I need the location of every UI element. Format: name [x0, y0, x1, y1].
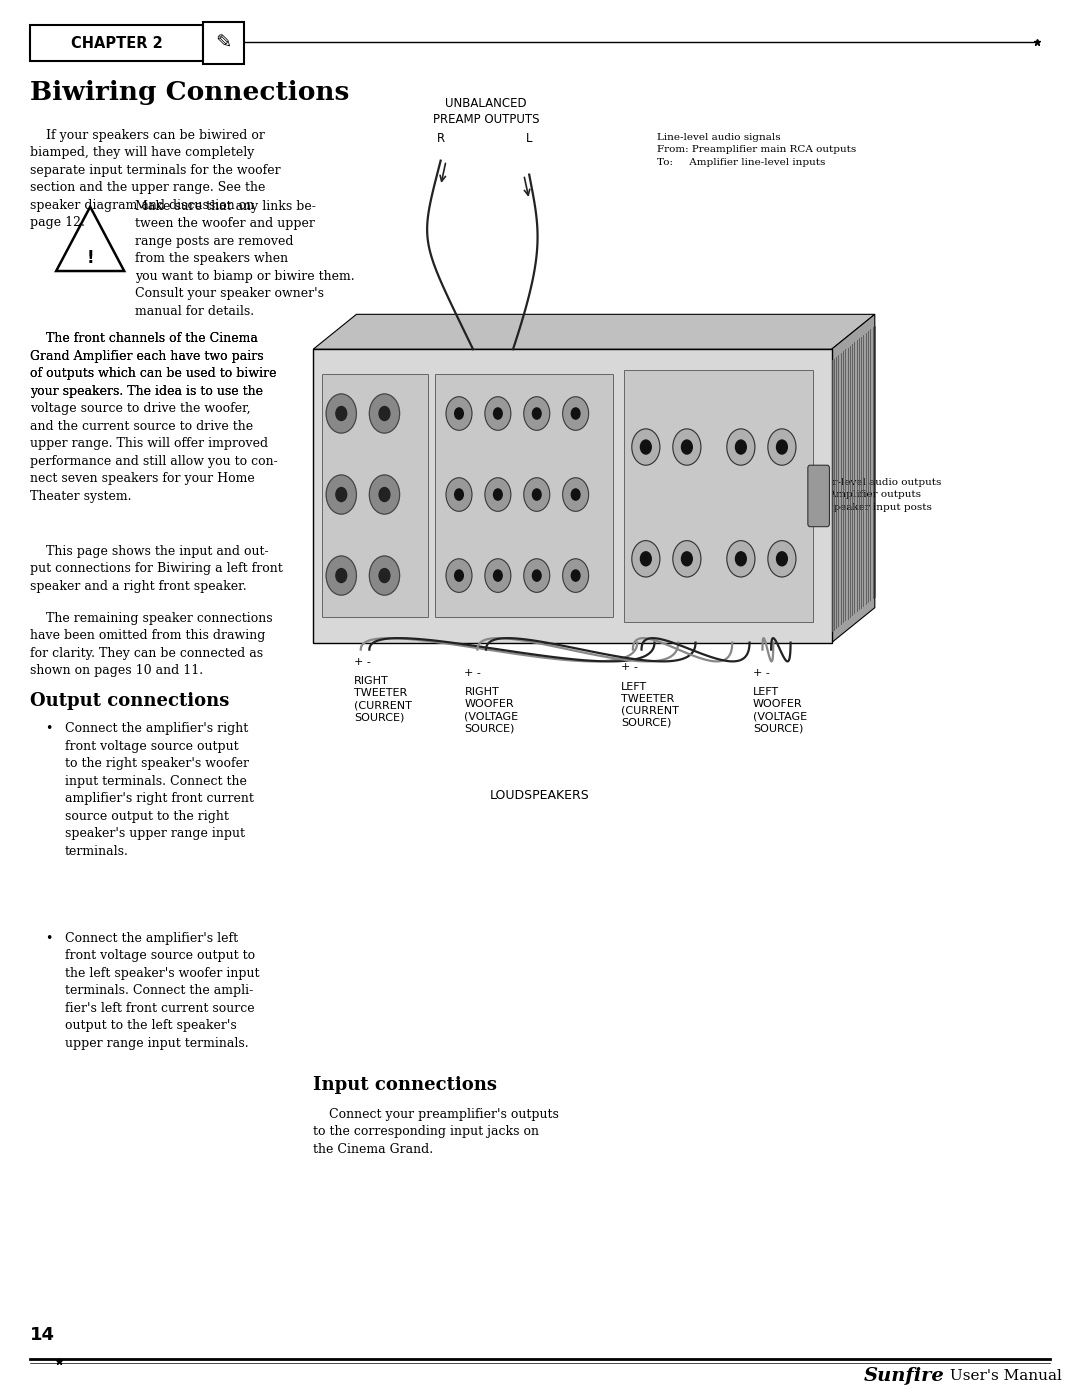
Text: This page shows the input and out-
put connections for Biwiring a left front
spe: This page shows the input and out- put c… [30, 545, 283, 592]
Circle shape [369, 556, 400, 595]
Circle shape [485, 397, 511, 430]
Text: R: R [436, 133, 445, 145]
Text: User's Manual: User's Manual [945, 1369, 1062, 1383]
Text: ✎: ✎ [215, 34, 232, 53]
Text: + -: + - [354, 657, 372, 666]
Circle shape [681, 552, 692, 566]
Text: Speaker-level audio outputs
From: Amplifier outputs
To:     Speaker input posts: Speaker-level audio outputs From: Amplif… [794, 478, 941, 511]
Text: 14: 14 [30, 1326, 55, 1344]
Circle shape [640, 440, 651, 454]
Circle shape [446, 559, 472, 592]
Circle shape [494, 408, 502, 419]
Text: LOUDSPEAKERS: LOUDSPEAKERS [490, 789, 590, 802]
Text: Make sure that any links be-
tween the woofer and upper
range posts are removed
: Make sure that any links be- tween the w… [135, 200, 354, 317]
FancyBboxPatch shape [313, 349, 832, 643]
Circle shape [532, 489, 541, 500]
Text: LEFT
TWEETER
(CURRENT
SOURCE): LEFT TWEETER (CURRENT SOURCE) [621, 682, 679, 728]
Circle shape [455, 570, 463, 581]
Circle shape [455, 408, 463, 419]
FancyBboxPatch shape [624, 370, 813, 622]
Circle shape [336, 488, 347, 502]
Circle shape [632, 541, 660, 577]
Circle shape [640, 552, 651, 566]
Circle shape [571, 570, 580, 581]
Polygon shape [832, 314, 875, 643]
Circle shape [673, 429, 701, 465]
Circle shape [369, 475, 400, 514]
Text: Connect your preamplifier's outputs
to the corresponding input jacks on
the Cine: Connect your preamplifier's outputs to t… [313, 1108, 559, 1155]
Text: LEFT
WOOFER
(VOLTAGE
SOURCE): LEFT WOOFER (VOLTAGE SOURCE) [753, 687, 807, 733]
Text: CHAPTER 2: CHAPTER 2 [71, 36, 162, 50]
Circle shape [485, 478, 511, 511]
Polygon shape [313, 314, 875, 349]
Text: Input connections: Input connections [313, 1076, 497, 1094]
Circle shape [524, 397, 550, 430]
Text: Biwiring Connections: Biwiring Connections [30, 80, 350, 105]
Text: The remaining speaker connections
have been omitted from this drawing
for clarit: The remaining speaker connections have b… [30, 612, 273, 678]
Text: •: • [45, 932, 53, 944]
Text: Output connections: Output connections [30, 692, 230, 710]
Circle shape [727, 429, 755, 465]
Circle shape [379, 488, 390, 502]
Text: •: • [45, 722, 53, 735]
Text: RIGHT
WOOFER
(VOLTAGE
SOURCE): RIGHT WOOFER (VOLTAGE SOURCE) [464, 687, 518, 733]
Text: Line-level audio signals
From: Preamplifier main RCA outputs
To:     Amplifier l: Line-level audio signals From: Preamplif… [657, 133, 855, 166]
Text: + -: + - [621, 662, 638, 672]
Circle shape [446, 397, 472, 430]
Circle shape [379, 569, 390, 583]
Text: !: ! [86, 250, 94, 267]
Circle shape [532, 570, 541, 581]
Circle shape [777, 440, 787, 454]
Circle shape [571, 489, 580, 500]
Circle shape [768, 429, 796, 465]
Text: The front channels of the Cinema
Grand Amplifier each have two pairs
of outputs : The front channels of the Cinema Grand A… [30, 332, 276, 415]
Text: L: L [526, 133, 532, 145]
Text: UNBALANCED
PREAMP OUTPUTS: UNBALANCED PREAMP OUTPUTS [433, 96, 539, 126]
Circle shape [735, 552, 746, 566]
Circle shape [735, 440, 746, 454]
Circle shape [563, 559, 589, 592]
Circle shape [326, 556, 356, 595]
Text: If your speakers can be biwired or
biamped, they will have completely
separate i: If your speakers can be biwired or biamp… [30, 129, 281, 229]
Circle shape [494, 570, 502, 581]
Circle shape [524, 478, 550, 511]
FancyBboxPatch shape [203, 22, 244, 64]
Circle shape [485, 559, 511, 592]
Circle shape [326, 394, 356, 433]
Circle shape [727, 541, 755, 577]
Circle shape [563, 478, 589, 511]
FancyBboxPatch shape [435, 374, 613, 617]
Circle shape [681, 440, 692, 454]
Circle shape [455, 489, 463, 500]
FancyBboxPatch shape [30, 25, 203, 61]
Circle shape [632, 429, 660, 465]
Circle shape [673, 541, 701, 577]
Text: RIGHT
TWEETER
(CURRENT
SOURCE): RIGHT TWEETER (CURRENT SOURCE) [354, 676, 413, 722]
Circle shape [336, 569, 347, 583]
Circle shape [326, 475, 356, 514]
Circle shape [777, 552, 787, 566]
Text: Connect the amplifier's left
front voltage source output to
the left speaker's w: Connect the amplifier's left front volta… [65, 932, 259, 1049]
Circle shape [524, 559, 550, 592]
Text: Connect the amplifier's right
front voltage source output
to the right speaker's: Connect the amplifier's right front volt… [65, 722, 254, 858]
Text: + -: + - [464, 668, 482, 678]
FancyBboxPatch shape [808, 465, 829, 527]
FancyBboxPatch shape [322, 374, 428, 617]
Circle shape [768, 541, 796, 577]
Circle shape [379, 407, 390, 420]
Circle shape [494, 489, 502, 500]
Circle shape [369, 394, 400, 433]
Text: Sunfire: Sunfire [864, 1368, 945, 1384]
Text: + -: + - [753, 668, 770, 678]
Circle shape [446, 478, 472, 511]
Circle shape [563, 397, 589, 430]
Circle shape [571, 408, 580, 419]
Circle shape [336, 407, 347, 420]
Text: The front channels of the Cinema
Grand Amplifier each have two pairs
of outputs : The front channels of the Cinema Grand A… [30, 332, 278, 503]
Circle shape [532, 408, 541, 419]
